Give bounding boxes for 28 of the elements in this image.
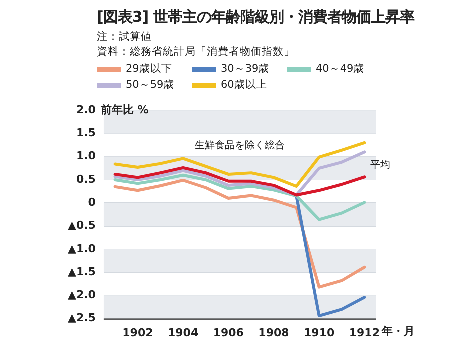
y-tick-label: ▲1.5 <box>68 265 96 278</box>
annotation: 平均 <box>370 158 391 171</box>
y-tick-label: ▲2.5 <box>68 312 96 325</box>
x-tick-label: 1910 <box>304 326 335 340</box>
annotation: 生鮮食品を除く総合 <box>194 139 285 152</box>
x-tick-label: 1908 <box>258 326 290 340</box>
legend-label: 40～49歳 <box>316 62 365 76</box>
y-tick-label: ▲0.5 <box>68 219 96 232</box>
text: 注：試算値 <box>97 30 153 45</box>
y-tick-label: 1.0 <box>76 150 96 163</box>
y-tick-label: 2.0 <box>76 103 96 116</box>
y-tick-label: ▲2.0 <box>68 288 96 302</box>
y-tick-label: 1.5 <box>76 126 96 140</box>
x-tick-label: 1902 <box>122 326 154 340</box>
legend-label: 60歳以上 <box>221 78 268 92</box>
legend-label: 30～39歳 <box>221 62 270 76</box>
legend-label: 29歳以下 <box>126 62 172 76</box>
x-tick-label: 1906 <box>213 326 244 340</box>
legend-label: 50～59歳 <box>126 78 175 92</box>
y-tick-label: 0 <box>88 196 96 209</box>
chart-title: [図表3] 世帯主の年齢階級別・消費者物価上昇率 <box>97 8 414 27</box>
x-tick-label: 1904 <box>168 326 199 340</box>
y-axis-title: 前年比 % <box>100 103 149 116</box>
y-tick-label: ▲1.0 <box>68 242 96 256</box>
x-axis-title: 年・月 <box>380 325 415 338</box>
text: 資料：総務省統計局「消費者物価指数」 <box>97 45 295 60</box>
y-tick-label: 0.5 <box>76 172 96 186</box>
x-tick-label: 1912 <box>349 326 380 340</box>
